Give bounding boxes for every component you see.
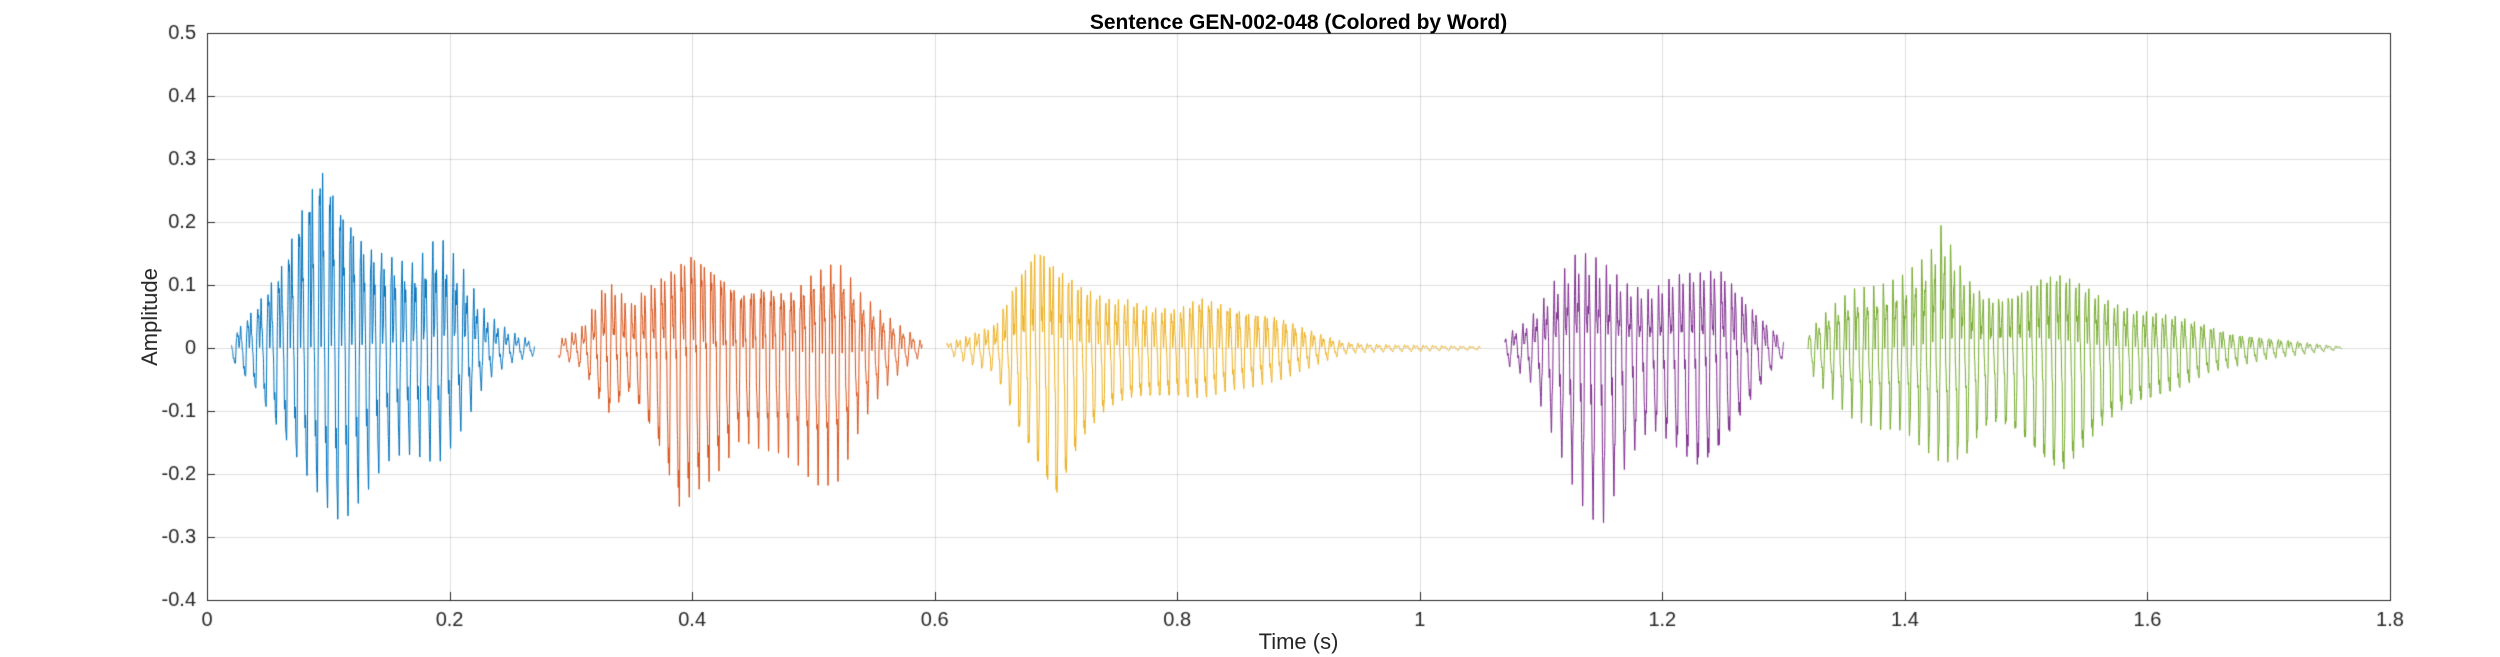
chart-title: Sentence GEN-002-048 (Colored by Word) [1089, 11, 1508, 34]
y-axis-label: Amplitude [137, 268, 162, 366]
x-axis-label: Time (s) [1258, 629, 1339, 654]
